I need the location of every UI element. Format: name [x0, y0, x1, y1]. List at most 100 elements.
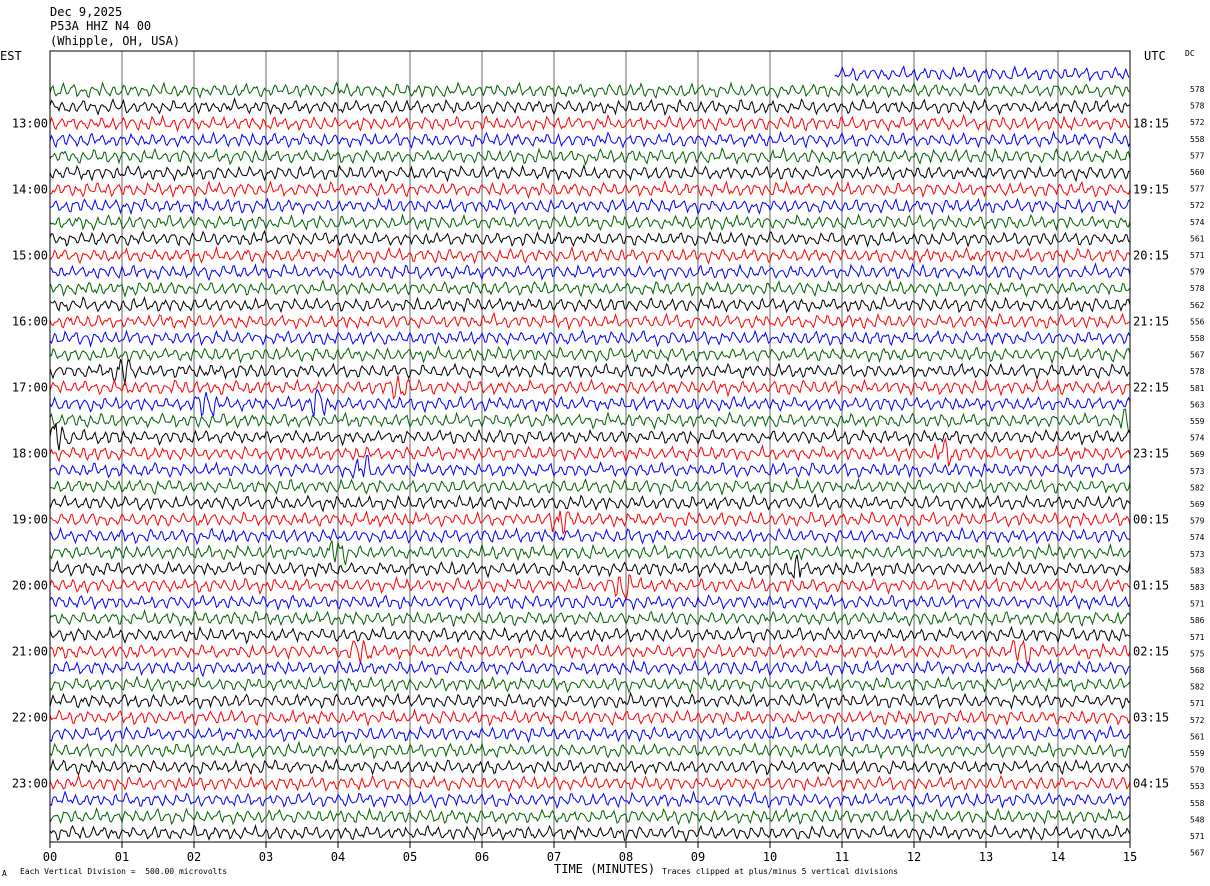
- right-hour-label-0: 18:15: [1133, 117, 1169, 131]
- dc-offset-5: 560: [1190, 168, 1205, 177]
- dc-offset-4: 577: [1190, 151, 1205, 160]
- trace-3: [49, 113, 1131, 133]
- trace-36: [49, 659, 1131, 678]
- trace-34: [49, 625, 1131, 645]
- left-hour-label-8: 21:00: [12, 645, 48, 659]
- dc-offset-22: 569: [1190, 450, 1205, 459]
- clip-note: Traces clipped at plus/minus 5 vertical …: [662, 867, 899, 876]
- dc-offset-0: 578: [1190, 85, 1205, 94]
- right-hour-label-10: 04:15: [1133, 777, 1169, 791]
- dc-offset-14: 556: [1190, 317, 1205, 326]
- trace-32: [49, 593, 1131, 612]
- dc-offset-29: 583: [1190, 566, 1205, 575]
- x-tick-label-14: 14: [1051, 850, 1065, 864]
- x-tick-label-15: 15: [1123, 850, 1137, 864]
- trace-19: [49, 375, 1131, 400]
- dc-offset-44: 548: [1190, 815, 1205, 824]
- trace-31: [49, 574, 1131, 602]
- x-tick-label-2: 02: [187, 850, 201, 864]
- dc-offset-16: 567: [1190, 351, 1205, 360]
- right-hour-label-8: 02:15: [1133, 645, 1169, 659]
- right-hour-label-4: 22:15: [1133, 381, 1169, 395]
- x-tick-label-10: 10: [763, 850, 777, 864]
- x-tick-label-11: 11: [835, 850, 849, 864]
- dc-offset-3: 558: [1190, 135, 1205, 144]
- right-hour-label-9: 03:15: [1133, 711, 1169, 725]
- dc-offset-25: 569: [1190, 500, 1205, 509]
- dc-offset-46: 567: [1190, 849, 1205, 858]
- trace-4: [49, 130, 1131, 150]
- dc-offset-12: 578: [1190, 284, 1205, 293]
- dc-offset-19: 563: [1190, 400, 1205, 409]
- x-tick-label-12: 12: [907, 850, 921, 864]
- dc-offset-24: 582: [1190, 483, 1205, 492]
- plot-frame: [49, 50, 1131, 843]
- x-tick-label-3: 03: [259, 850, 273, 864]
- dc-offset-34: 575: [1190, 649, 1205, 658]
- trace-42: [49, 758, 1131, 776]
- dc-offset-23: 573: [1190, 467, 1205, 476]
- dc-offset-17: 578: [1190, 367, 1205, 376]
- trace-18: [49, 359, 1131, 386]
- dc-offset-45: 571: [1190, 832, 1205, 841]
- left-hour-label-3: 16:00: [12, 315, 48, 329]
- left-hour-label-0: 13:00: [12, 117, 48, 131]
- x-tick-label-1: 01: [115, 850, 129, 864]
- trace-14: [49, 295, 1131, 314]
- trace-38: [49, 691, 1131, 711]
- dc-offset-28: 573: [1190, 550, 1205, 559]
- trace-27: [49, 510, 1131, 535]
- corner-mark: A: [2, 869, 7, 878]
- trace-29: [49, 540, 1131, 566]
- dc-offset-21: 574: [1190, 434, 1205, 443]
- date-label: Dec 9,2025: [50, 5, 123, 19]
- trace-21: [49, 408, 1131, 433]
- trace-6: [49, 163, 1130, 183]
- x-tick-label-6: 06: [475, 850, 489, 864]
- dc-offset-9: 561: [1190, 234, 1205, 243]
- trace-9: [49, 213, 1131, 232]
- left-hour-label-5: 18:00: [12, 447, 48, 461]
- trace-1: [49, 81, 1131, 99]
- x-axis-title: TIME (MINUTES): [554, 862, 656, 876]
- left-hour-label-7: 20:00: [12, 579, 48, 593]
- trace-28: [49, 526, 1131, 546]
- x-tick-label-5: 05: [403, 850, 417, 864]
- dc-offset-43: 558: [1190, 799, 1205, 808]
- x-tick-label-9: 09: [691, 850, 705, 864]
- x-tick-label-8: 08: [619, 850, 633, 864]
- dc-label: DC: [1185, 49, 1195, 58]
- x-tick-label-7: 07: [547, 850, 561, 864]
- trace-40: [49, 724, 1131, 744]
- trace-10: [49, 229, 1131, 248]
- dc-offset-10: 571: [1190, 251, 1205, 260]
- trace-44: [49, 790, 1131, 810]
- location-label: (Whipple, OH, USA): [50, 34, 181, 48]
- dc-offset-31: 571: [1190, 600, 1205, 609]
- dc-offset-26: 579: [1190, 517, 1205, 526]
- trace-35: [49, 639, 1131, 668]
- left-hour-label-10: 23:00: [12, 777, 48, 791]
- trace-46: [49, 823, 1131, 843]
- trace-16: [49, 329, 1131, 348]
- right-timezone-label: UTC: [1144, 49, 1166, 63]
- trace-24: [49, 455, 1131, 480]
- trace-30: [49, 554, 1131, 580]
- dc-offset-11: 579: [1190, 268, 1205, 277]
- x-tick-label-0: 00: [43, 850, 57, 864]
- x-tick-label-13: 13: [979, 850, 993, 864]
- dc-offset-33: 571: [1190, 633, 1205, 642]
- trace-20: [49, 388, 1131, 417]
- dc-offset-41: 570: [1190, 766, 1205, 775]
- trace-11: [49, 245, 1131, 265]
- station-label: P53A HHZ N4 00: [50, 19, 152, 33]
- dc-offset-35: 568: [1190, 666, 1205, 675]
- trace-37: [49, 675, 1131, 694]
- dc-offset-7: 572: [1190, 201, 1205, 210]
- dc-offset-15: 558: [1190, 334, 1205, 343]
- dc-offset-6: 577: [1190, 185, 1205, 194]
- dc-offset-2: 572: [1190, 118, 1205, 127]
- trace-2: [49, 96, 1131, 117]
- trace-0: [834, 65, 1130, 84]
- scale-note: Each Vertical Division = 500.00 microvol…: [20, 867, 228, 876]
